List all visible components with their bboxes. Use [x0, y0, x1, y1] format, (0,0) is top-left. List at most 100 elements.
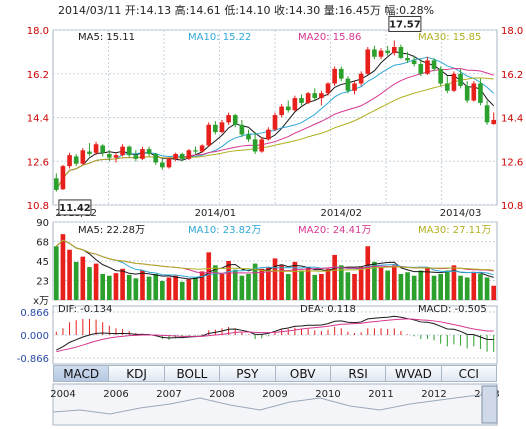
- volume-bar: [385, 270, 390, 300]
- navigator-frame: [52, 383, 498, 426]
- volume-bar: [299, 270, 304, 300]
- macd-legend: DEA: 0.118: [300, 304, 356, 315]
- volume-bar: [365, 246, 371, 300]
- candle-body: [239, 124, 245, 135]
- macd-legend: MACD: -0.505: [418, 304, 487, 315]
- candle-body: [398, 47, 404, 58]
- candle-body: [93, 144, 99, 153]
- volume-bar: [411, 275, 417, 300]
- candle-body: [372, 49, 377, 57]
- candle-body: [160, 162, 165, 168]
- candle-body: [73, 156, 79, 164]
- price-y-tick-right: 12.6: [501, 157, 523, 168]
- volume-legend: MA30: 27.11万: [418, 225, 491, 236]
- volume-bar: [113, 273, 119, 300]
- volume-bar: [458, 275, 463, 300]
- macd-legend: DIF: -0.134: [58, 304, 112, 315]
- navigator-year-label: 2008: [209, 389, 234, 400]
- price-annotation-label: 17.57: [389, 19, 421, 30]
- price-y-tick-right: 16.2: [501, 70, 523, 81]
- volume-bar: [418, 270, 424, 300]
- tab-boll[interactable]: BOLL: [163, 365, 220, 382]
- volume-bar: [186, 279, 192, 300]
- volume-bar: [332, 254, 337, 300]
- candle-body: [365, 49, 371, 74]
- candle-body: [405, 57, 410, 61]
- candle-body: [113, 155, 119, 158]
- volume-bar: [53, 246, 59, 300]
- volume-bar: [60, 234, 66, 300]
- candle-body: [279, 106, 284, 116]
- header-low: 低:14.10: [224, 4, 271, 17]
- price-y-tick-left: 18.0: [27, 26, 49, 37]
- volume-bar: [67, 249, 72, 300]
- candle-body: [67, 155, 72, 167]
- header-open: 开:14.13: [124, 4, 172, 17]
- volume-bar: [378, 267, 384, 300]
- candle-body: [226, 115, 231, 123]
- candle-body: [272, 115, 278, 130]
- volume-bar: [252, 263, 258, 300]
- volume-bar: [259, 268, 265, 300]
- volume-bar: [239, 275, 245, 300]
- navigator-year-label: 2012: [421, 389, 446, 400]
- volume-bar: [285, 274, 291, 300]
- candle-body: [179, 153, 185, 159]
- volume-bar: [352, 274, 357, 300]
- navigator-year-label: 2009: [262, 389, 287, 400]
- candle-body: [266, 129, 271, 140]
- price-y-tick-right: 10.8: [501, 201, 523, 212]
- volume-ma5-line: [55, 239, 494, 280]
- macd-dea-line: [56, 318, 494, 353]
- volume-bar: [232, 269, 238, 300]
- volume-bar: [425, 267, 430, 300]
- tab-cci[interactable]: CCI: [440, 365, 497, 382]
- indicator-tabs: MACD KDJ BOLL PSY OBV RSI WVAD CCI: [53, 365, 497, 382]
- tab-kdj[interactable]: KDJ: [108, 365, 164, 382]
- volume-bar: [100, 274, 106, 300]
- candle-body: [299, 98, 304, 103]
- candle-body: [199, 145, 205, 152]
- volume-bar: [431, 275, 437, 300]
- volume-bar: [73, 261, 79, 300]
- volume-bar: [358, 267, 364, 300]
- tab-obv[interactable]: OBV: [274, 365, 330, 382]
- navigator-year-label: 2007: [156, 389, 181, 400]
- volume-bar: [478, 274, 483, 300]
- price-y-tick-right: 18.0: [501, 26, 523, 37]
- volume-bar: [391, 265, 397, 300]
- volume-ma10-line: [55, 239, 494, 278]
- candle-body: [411, 60, 417, 65]
- volume-bar: [464, 277, 470, 300]
- candle-body: [352, 83, 357, 91]
- candle-body: [325, 83, 331, 94]
- tab-wvad[interactable]: WVAD: [385, 365, 441, 382]
- volume-legend: MA5: 22.28万: [78, 225, 145, 236]
- volume-bar: [226, 261, 231, 300]
- price-legend: MA5: 15.11: [78, 32, 135, 43]
- volume-bar: [140, 270, 145, 300]
- header-amplitude: 幅:0.28%: [384, 4, 435, 17]
- price-legend: MA20: 15.86: [298, 32, 361, 43]
- volume-bar: [126, 274, 132, 300]
- volume-y-tick: 45: [36, 257, 49, 268]
- volume-bar: [319, 274, 324, 300]
- candle-body: [338, 68, 344, 79]
- volume-bar: [166, 277, 172, 300]
- tab-rsi[interactable]: RSI: [329, 365, 386, 382]
- price-y-tick-left: 10.8: [27, 201, 49, 212]
- candle-body: [53, 178, 59, 190]
- tab-psy[interactable]: PSY: [219, 365, 275, 382]
- navigator-year-label: 2011: [368, 389, 393, 400]
- candle-body: [193, 150, 198, 152]
- candle-body: [418, 64, 424, 74]
- volume-y-tick: 23: [36, 277, 49, 288]
- price-x-tick: 2014/01: [195, 208, 237, 219]
- ohlc-header: 2014/03/11 开:14.13 高:14.61 低:14.10 收:14.…: [58, 2, 434, 18]
- candle-body: [478, 83, 483, 103]
- volume-bar: [246, 274, 251, 300]
- candle-body: [292, 98, 298, 111]
- tab-macd[interactable]: MACD: [53, 365, 109, 382]
- candle-body: [232, 115, 238, 125]
- candle-body: [285, 106, 291, 111]
